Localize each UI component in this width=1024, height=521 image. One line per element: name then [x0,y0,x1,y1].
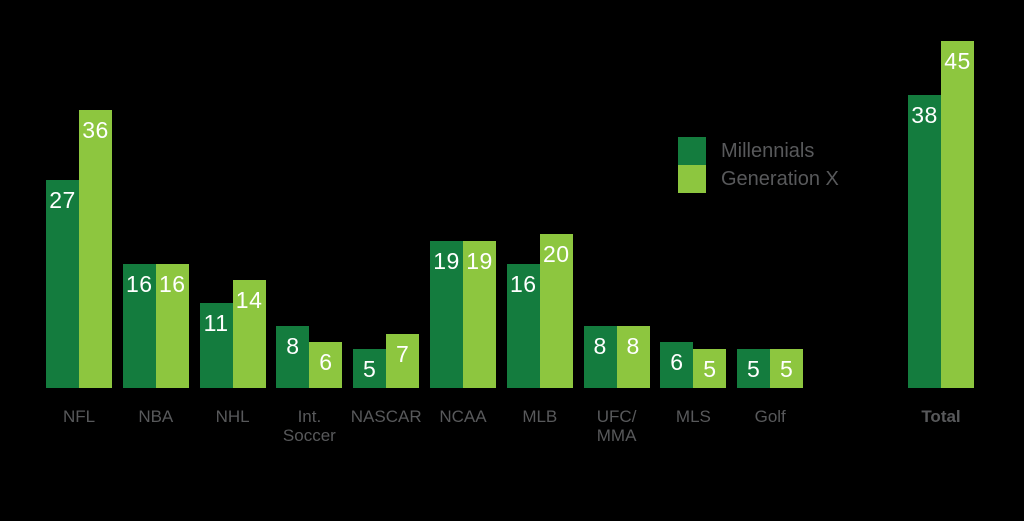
bar-generation-x-ufc-mma: 8 [616,326,650,388]
category-label-total: Total [921,407,961,426]
bar-generation-x-int-soccer: 6 [309,341,343,388]
bar-value-label: 5 [780,356,794,383]
bar-millennials-nfl: 27 [46,179,79,388]
legend-label-generation-x: Generation X [721,168,839,190]
legend-swatch-generation-x-icon [678,165,706,193]
bar-value-label: 14 [235,286,263,313]
bar-value-label: 6 [319,348,333,375]
bar-value-label: 36 [82,117,109,144]
bar-generation-x-nhl: 14 [232,279,266,388]
bar-value-label: 45 [944,47,971,74]
bar-value-label: 16 [510,271,537,298]
legend-swatch-millennials-icon [678,137,706,165]
bar-value-label: 20 [543,240,570,267]
legend-label-millennials: Millennials [721,140,815,162]
bar-value-label: 19 [433,248,460,275]
bar-value-label: 8 [593,333,607,360]
bar-value-label: 5 [703,356,717,383]
bar-value-label: 16 [126,271,153,298]
category-label-ncaa: NCAA [439,407,487,426]
bar-millennials-mlb: 16 [506,264,540,388]
bar-generation-x-total: 45 [941,40,974,388]
bar-millennials-golf: 5 [737,349,771,388]
category-label-mlb: MLB [522,407,558,426]
category-label-golf: Golf [754,407,786,426]
bar-value-label: 19 [466,248,493,275]
bar-generation-x-nba: 16 [155,264,189,388]
bar-generation-x-ncaa: 19 [463,241,496,388]
bar-value-label: 27 [49,186,76,213]
bar-value-label: 5 [747,356,761,383]
bar-value-label: 8 [626,333,640,360]
bar-millennials-total: 38 [908,94,941,388]
bar-value-label: 7 [396,340,410,367]
category-label-nhl: NHL [215,407,250,426]
bar-millennials-ufc-mma: 8 [583,326,617,388]
bar-millennials-nascar: 5 [353,349,387,388]
bar-millennials-mls: 6 [660,341,694,388]
bar-generation-x-mls: 5 [693,349,727,388]
category-label-int-soccer: Int. Soccer [282,407,336,445]
bar-value-label: 38 [911,101,938,128]
category-label-nascar: NASCAR [350,407,422,426]
bar-value-label: 11 [203,310,229,337]
bar-millennials-nba: 16 [122,264,156,388]
bar-generation-x-nascar: 7 [386,333,420,388]
legend: Millennials Generation X [678,137,918,193]
bar-value-label: 16 [159,271,186,298]
bar-value-label: 6 [670,348,684,375]
bar-generation-x-nfl: 36 [79,110,112,388]
bar-generation-x-golf: 5 [770,349,804,388]
bar-millennials-int-soccer: 8 [276,326,310,388]
bar-millennials-nhl: 11 [199,303,233,388]
category-label-nba: NBA [138,407,174,426]
category-label-nfl: NFL [62,407,96,426]
bar-generation-x-mlb: 20 [539,233,573,388]
bar-value-label: 8 [286,333,300,360]
category-label-ufc-mma: UFC/MMA [596,407,637,445]
bar-millennials-ncaa: 19 [430,241,463,388]
bar-value-label: 5 [363,356,377,383]
category-label-mls: MLS [675,407,711,426]
